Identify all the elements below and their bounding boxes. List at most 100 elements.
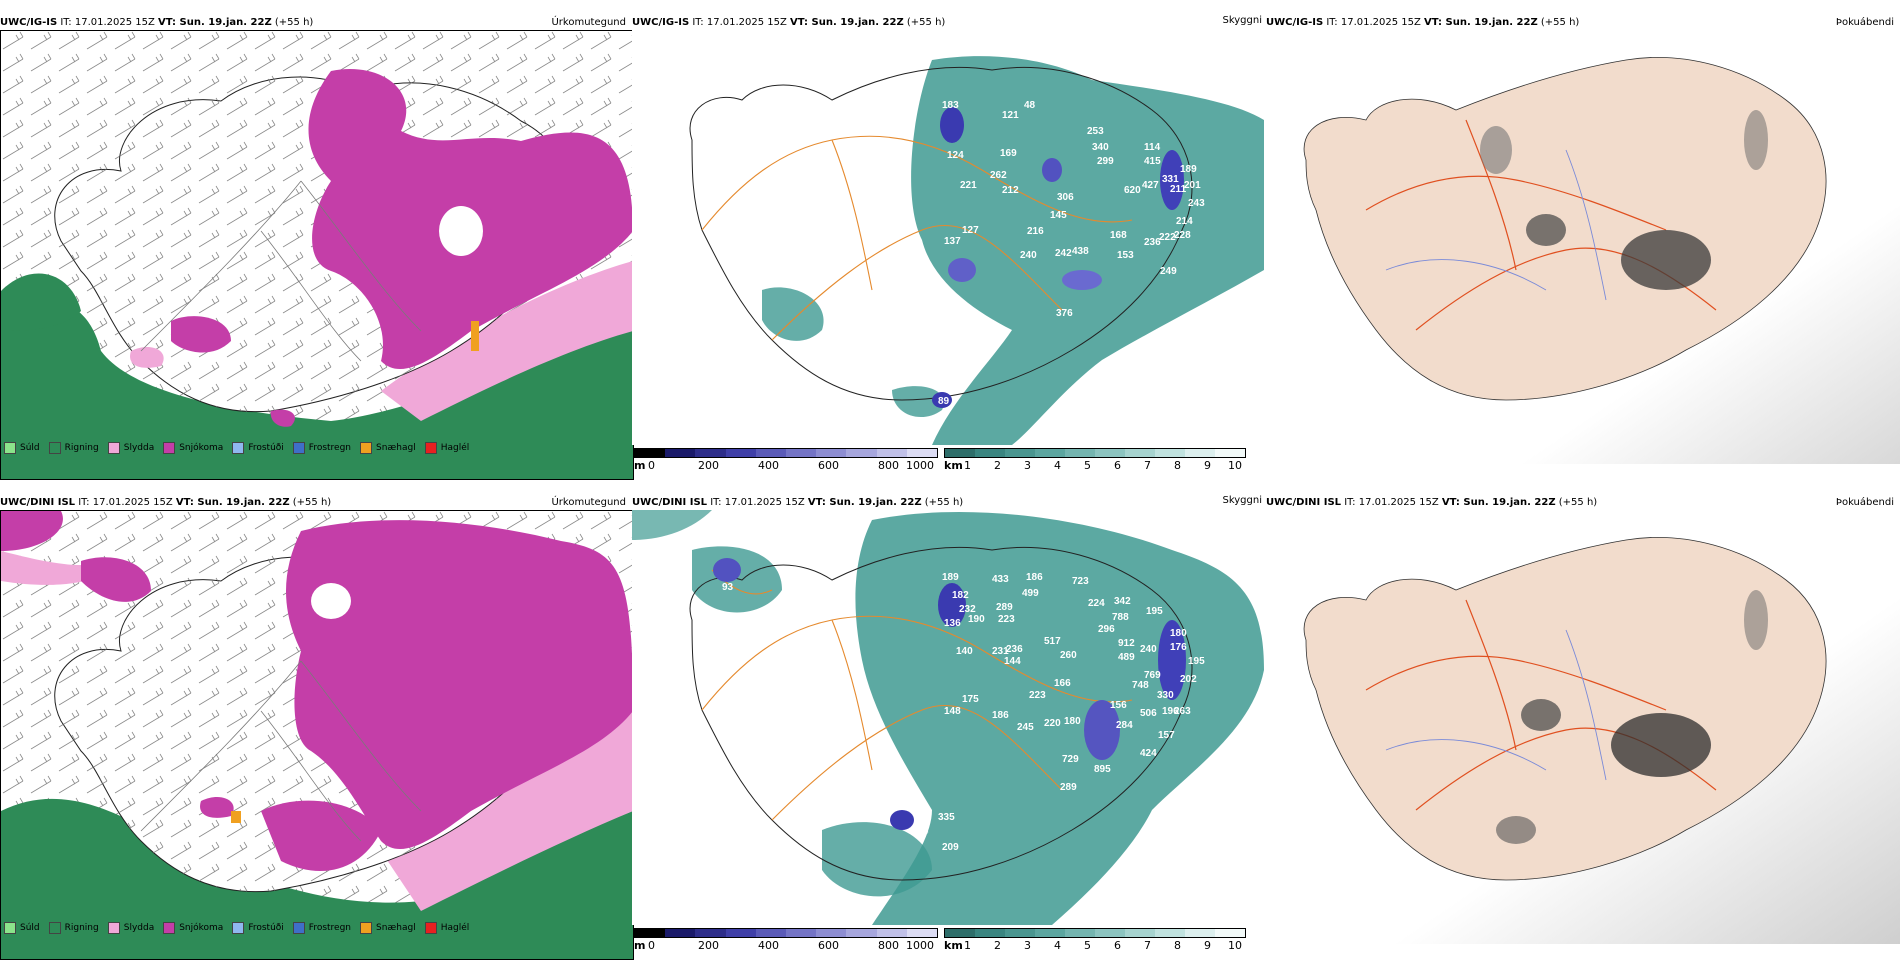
height-label: 201 [1184, 180, 1201, 191]
height-label: 114 [1144, 142, 1161, 153]
height-label: 231 [992, 646, 1009, 657]
legend-swatch [424, 922, 437, 934]
precip-map-svg-2 [1, 511, 633, 959]
panel-title-cloudbase-2: Skyggni [1222, 495, 1262, 506]
height-label: 240 [1020, 250, 1037, 261]
height-label: 211 [1170, 184, 1187, 195]
colorbar-visibility [944, 928, 1246, 938]
height-label: 114 [912, 826, 929, 837]
panel-header-1b: UWC/IG-IS IT: 17.01.2025 15Z VT: Sun. 19… [632, 17, 946, 28]
height-label: 212 [1002, 185, 1019, 196]
cloudcover-map-1 [1266, 30, 1900, 464]
cloudcover-map-svg-2 [1266, 510, 1900, 944]
colorbar-height [634, 928, 938, 938]
height-label: 121 [1002, 110, 1019, 121]
legend-item: Slydda [107, 442, 154, 454]
colorbar-visibility-ticks: km 1 2 3 4 5 6 7 8 9 10 [944, 459, 1242, 472]
height-label: 169 [1000, 148, 1017, 159]
height-label: 196 [1162, 706, 1179, 717]
legend-item: Slydda [107, 922, 154, 934]
panel-title-cloudcover-2: Þokuábendi [1835, 497, 1894, 508]
height-label: 189 [1180, 164, 1197, 175]
height-label: 186 [1026, 572, 1043, 583]
height-label: 140 [956, 646, 973, 657]
cloudbase-map-svg-1 [632, 30, 1264, 445]
height-label: 748 [1132, 680, 1149, 691]
legend-item: Snæhagl [360, 442, 416, 454]
height-label: 788 [1112, 612, 1129, 623]
height-label: 289 [996, 602, 1013, 613]
legend-item: Frostregn [292, 922, 351, 934]
precip-type-panel-2: UWC/DINI ISL IT: 17.01.2025 15Z VT: Sun.… [0, 494, 634, 960]
height-label: 912 [1118, 638, 1135, 649]
height-label: 376 [1056, 308, 1073, 319]
legend-item: Haglél [424, 442, 469, 454]
cloudcover-map-2 [1266, 510, 1900, 944]
height-label: 769 [1144, 670, 1161, 681]
legend-item: Frostúði [232, 442, 284, 454]
height-label: 144 [1004, 656, 1021, 667]
legend-swatch [292, 442, 305, 454]
height-label: 236 [1144, 237, 1161, 248]
panel-title-precip-1: Úrkomutegund [551, 17, 626, 28]
panel-header-1a: UWC/IG-IS IT: 17.01.2025 15Z VT: Sun. 19… [0, 17, 314, 28]
height-label: 517 [1044, 636, 1061, 647]
height-label: 223 [1029, 690, 1046, 701]
precip-map-svg-1 [1, 31, 633, 479]
precip-legend-2: Súld Rigning Slydda Snjókoma Frostúði Fr… [4, 922, 478, 934]
cloudbase-labels-2: 189 433 186 182 499 232 289 223 136 190 … [632, 510, 1264, 925]
height-label: 729 [1062, 754, 1079, 765]
height-label: 438 [1072, 246, 1089, 257]
height-label: 209 [942, 842, 959, 853]
panel-header-2c: UWC/DINI ISL IT: 17.01.2025 15Z VT: Sun.… [1266, 497, 1598, 508]
height-label: 157 [1158, 730, 1175, 741]
colorbar-height-ticks: m 0 200 400 600 800 1000 [634, 939, 934, 952]
height-label: 220 [1044, 718, 1061, 729]
colorbar-height [634, 448, 938, 458]
legend-item: Rigning [48, 442, 99, 454]
height-label: 180 [1170, 628, 1187, 639]
height-label: 299 [1097, 156, 1114, 167]
legend-swatch [4, 922, 16, 934]
height-label: 176 [1170, 642, 1187, 653]
height-label: 228 [1174, 230, 1191, 241]
height-label: 330 [1157, 690, 1174, 701]
height-label: 124 [947, 150, 964, 161]
height-label: 136 [944, 618, 961, 629]
panel-header-2a: UWC/DINI ISL IT: 17.01.2025 15Z VT: Sun.… [0, 497, 332, 508]
height-label: 224 [1088, 598, 1105, 609]
height-label: 166 [1054, 678, 1071, 689]
height-label: 961 [1224, 744, 1241, 755]
height-label: 216 [1027, 226, 1044, 237]
height-label: 180 [1064, 716, 1081, 727]
height-label: 296 [1098, 624, 1115, 635]
height-label: 242 [1055, 248, 1072, 259]
height-label: 245 [1017, 722, 1034, 733]
height-label: 190 [968, 614, 985, 625]
cloudbase-map-2: 189 433 186 182 499 232 289 223 136 190 … [632, 510, 1264, 925]
height-label: 202 [1180, 674, 1197, 685]
cloudcover-panel-1: UWC/IG-IS IT: 17.01.2025 15Z VT: Sun. 19… [1266, 14, 1900, 464]
height-label: 48 [1024, 100, 1036, 111]
height-label: 189 [942, 572, 959, 583]
height-label: 723 [1072, 576, 1089, 587]
height-label: 186 [992, 710, 1009, 721]
height-label: 148 [944, 706, 961, 717]
panel-title-precip-2: Úrkomutegund [551, 497, 626, 508]
height-label: 895 [1094, 764, 1111, 775]
legend-item: Haglél [424, 922, 469, 934]
legend-item: Frostúði [232, 922, 284, 934]
legend-swatch [232, 442, 245, 454]
legend-item: Snjókoma [163, 442, 223, 454]
height-label: 289 [1060, 782, 1077, 793]
legend-item: Snjókoma [163, 922, 223, 934]
precip-map-2 [0, 510, 634, 960]
legend-item: Snæhagl [360, 922, 416, 934]
height-label: 249 [1160, 266, 1177, 277]
cloudbase-labels-1: 183 121 48 124 169 221 262 212 253 340 2… [632, 30, 1264, 445]
height-label: 424 [1140, 748, 1157, 759]
panel-header-1c: UWC/IG-IS IT: 17.01.2025 15Z VT: Sun. 19… [1266, 17, 1580, 28]
precip-type-panel-1: UWC/IG-IS IT: 17.01.2025 15Z VT: Sun. 19… [0, 14, 634, 480]
height-label: 342 [1114, 596, 1131, 607]
height-label: 214 [1176, 216, 1193, 227]
